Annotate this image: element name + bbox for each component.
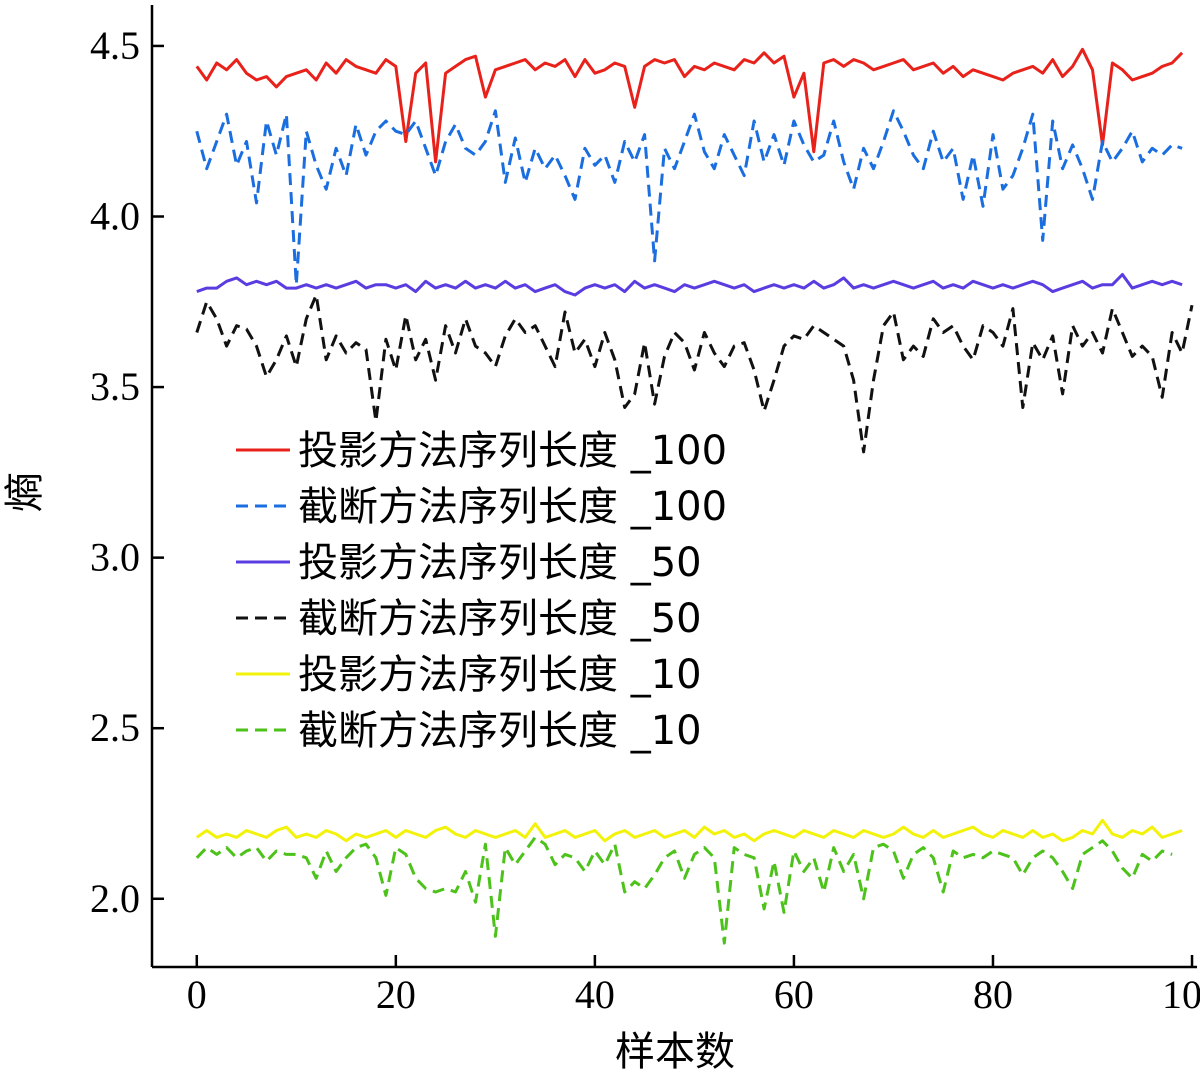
axes	[150, 5, 1197, 969]
series-line-5	[195, 818, 1183, 843]
x-tick-label: 40	[575, 972, 615, 1017]
legend-label-3: 投影方法序列长度 _50	[298, 540, 702, 586]
legend-label-2: 截断方法序列长度 _100	[298, 484, 727, 530]
series-line-3	[196, 273, 1183, 297]
y-axis-title: 熵	[2, 472, 48, 512]
legend-label-5: 投影方法序列长度 _10	[298, 652, 702, 698]
x-axis-title: 样本数	[615, 1029, 735, 1075]
y-tick-label: 4.5	[90, 23, 140, 68]
series-line-4	[195, 293, 1194, 454]
ticks: 0 20 40 60 80 100 2.0 2.5 3.0 3.5 4.0 4.5	[90, 23, 1200, 1017]
series-line-6	[195, 835, 1173, 945]
legend-label-1: 投影方法序列长度 _100	[298, 428, 727, 474]
y-tick-label: 4.0	[90, 194, 140, 239]
x-tick-label: 20	[376, 972, 416, 1017]
y-tick-label: 2.5	[90, 705, 140, 750]
x-tick-label: 80	[973, 972, 1013, 1017]
legend: 投影方法序列长度 _100 截断方法序列长度 _100 投影方法序列长度 _50 截断…	[236, 428, 727, 754]
legend-label-6: 截断方法序列长度 _10	[298, 708, 702, 754]
series-layer	[195, 47, 1194, 945]
series-line-2	[195, 109, 1183, 287]
x-tick-label: 60	[774, 972, 814, 1017]
y-tick-label: 3.5	[90, 364, 140, 409]
x-tick-label: 100	[1162, 972, 1200, 1017]
y-tick-label: 2.0	[90, 876, 140, 921]
y-tick-label: 3.0	[90, 535, 140, 580]
series-line-1	[195, 47, 1184, 164]
legend-label-4: 截断方法序列长度 _50	[298, 596, 702, 642]
x-tick-label: 0	[187, 972, 207, 1017]
